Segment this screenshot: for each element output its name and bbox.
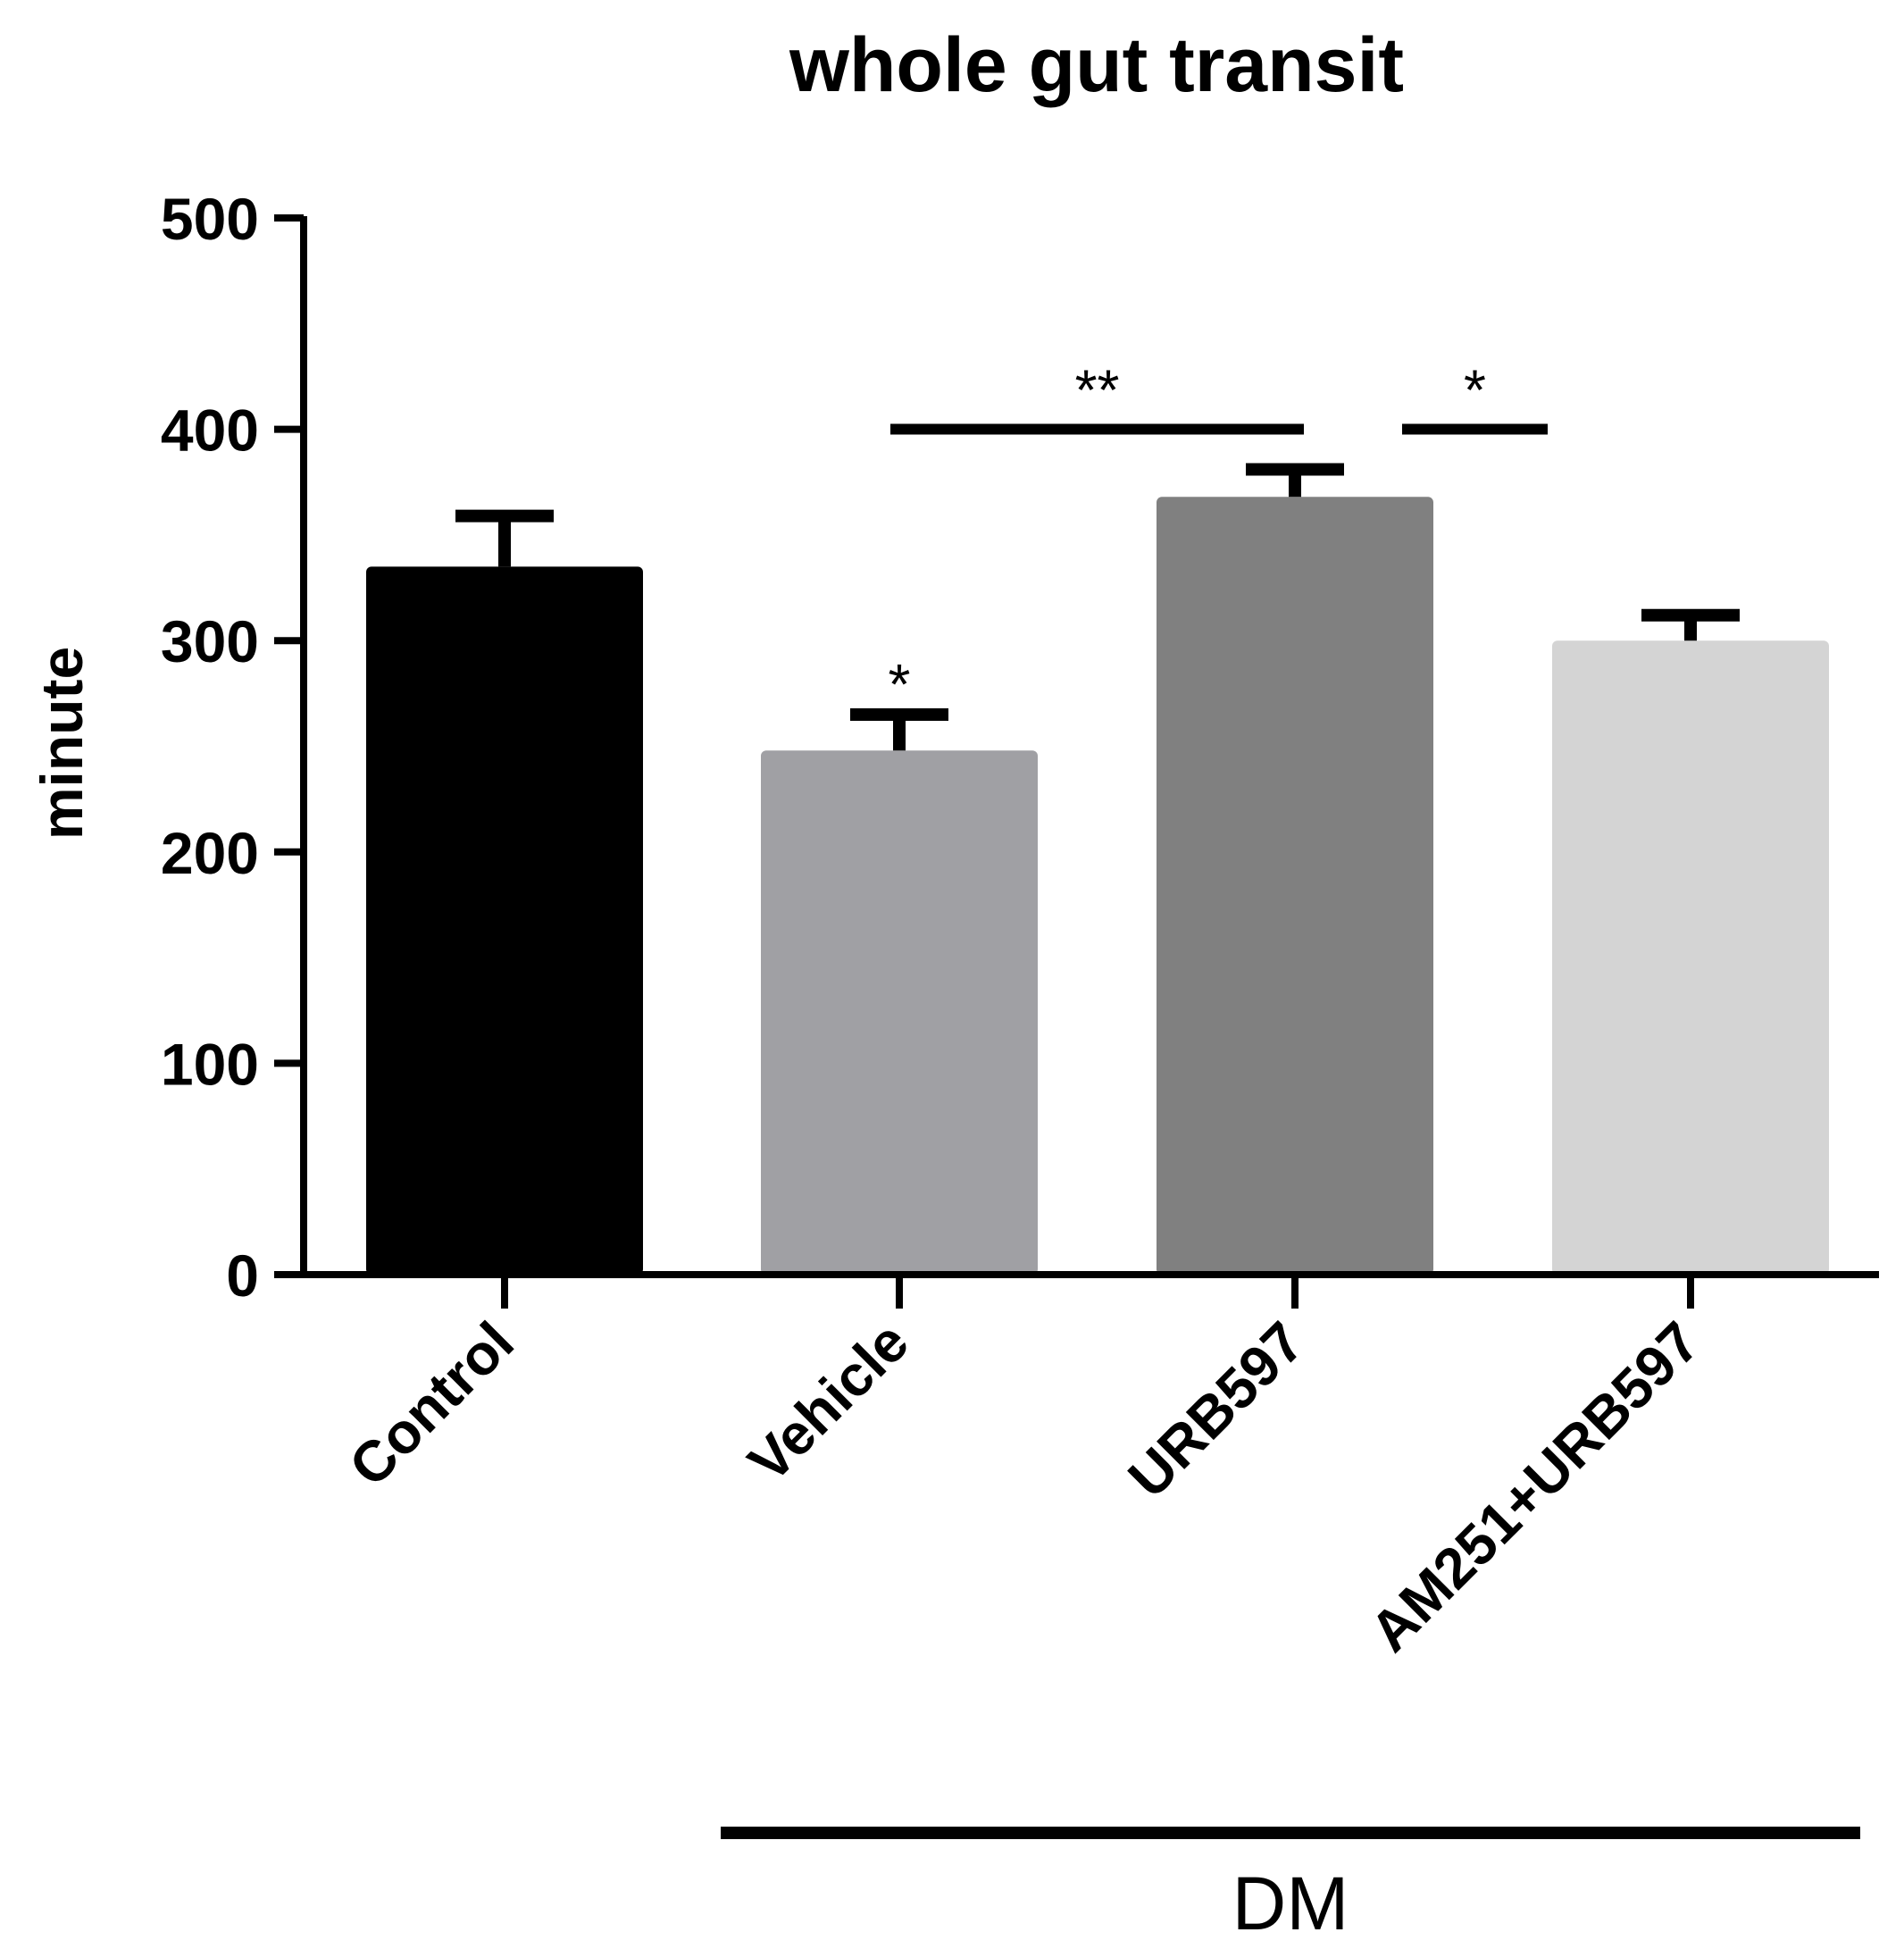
y-tick-label-2: 200 bbox=[161, 820, 259, 886]
group-label: DM bbox=[1232, 1861, 1349, 1945]
bar-1 bbox=[761, 750, 1038, 1275]
bar-2 bbox=[1157, 497, 1433, 1275]
chart-title: whole gut transit bbox=[789, 22, 1404, 108]
bar-0 bbox=[366, 566, 643, 1275]
y-tick-label-3: 300 bbox=[161, 608, 259, 674]
x-tick-label-1: Vehicle bbox=[736, 1309, 921, 1494]
x-tick-label-3: AM251+URB597 bbox=[1357, 1309, 1712, 1664]
bar-3 bbox=[1552, 640, 1829, 1275]
y-axis-title: minute bbox=[29, 647, 95, 840]
significance-label-2: * bbox=[1464, 358, 1486, 422]
significance-label-1: ** bbox=[1075, 358, 1120, 422]
y-tick-label-0: 0 bbox=[226, 1242, 259, 1309]
y-tick-label-1: 100 bbox=[161, 1031, 259, 1097]
y-tick-label-5: 500 bbox=[161, 186, 259, 252]
significance-label-0: * bbox=[889, 652, 911, 716]
y-tick-label-4: 400 bbox=[161, 397, 259, 464]
x-tick-label-0: Control bbox=[337, 1309, 526, 1499]
x-tick-label-2: URB597 bbox=[1115, 1309, 1315, 1510]
